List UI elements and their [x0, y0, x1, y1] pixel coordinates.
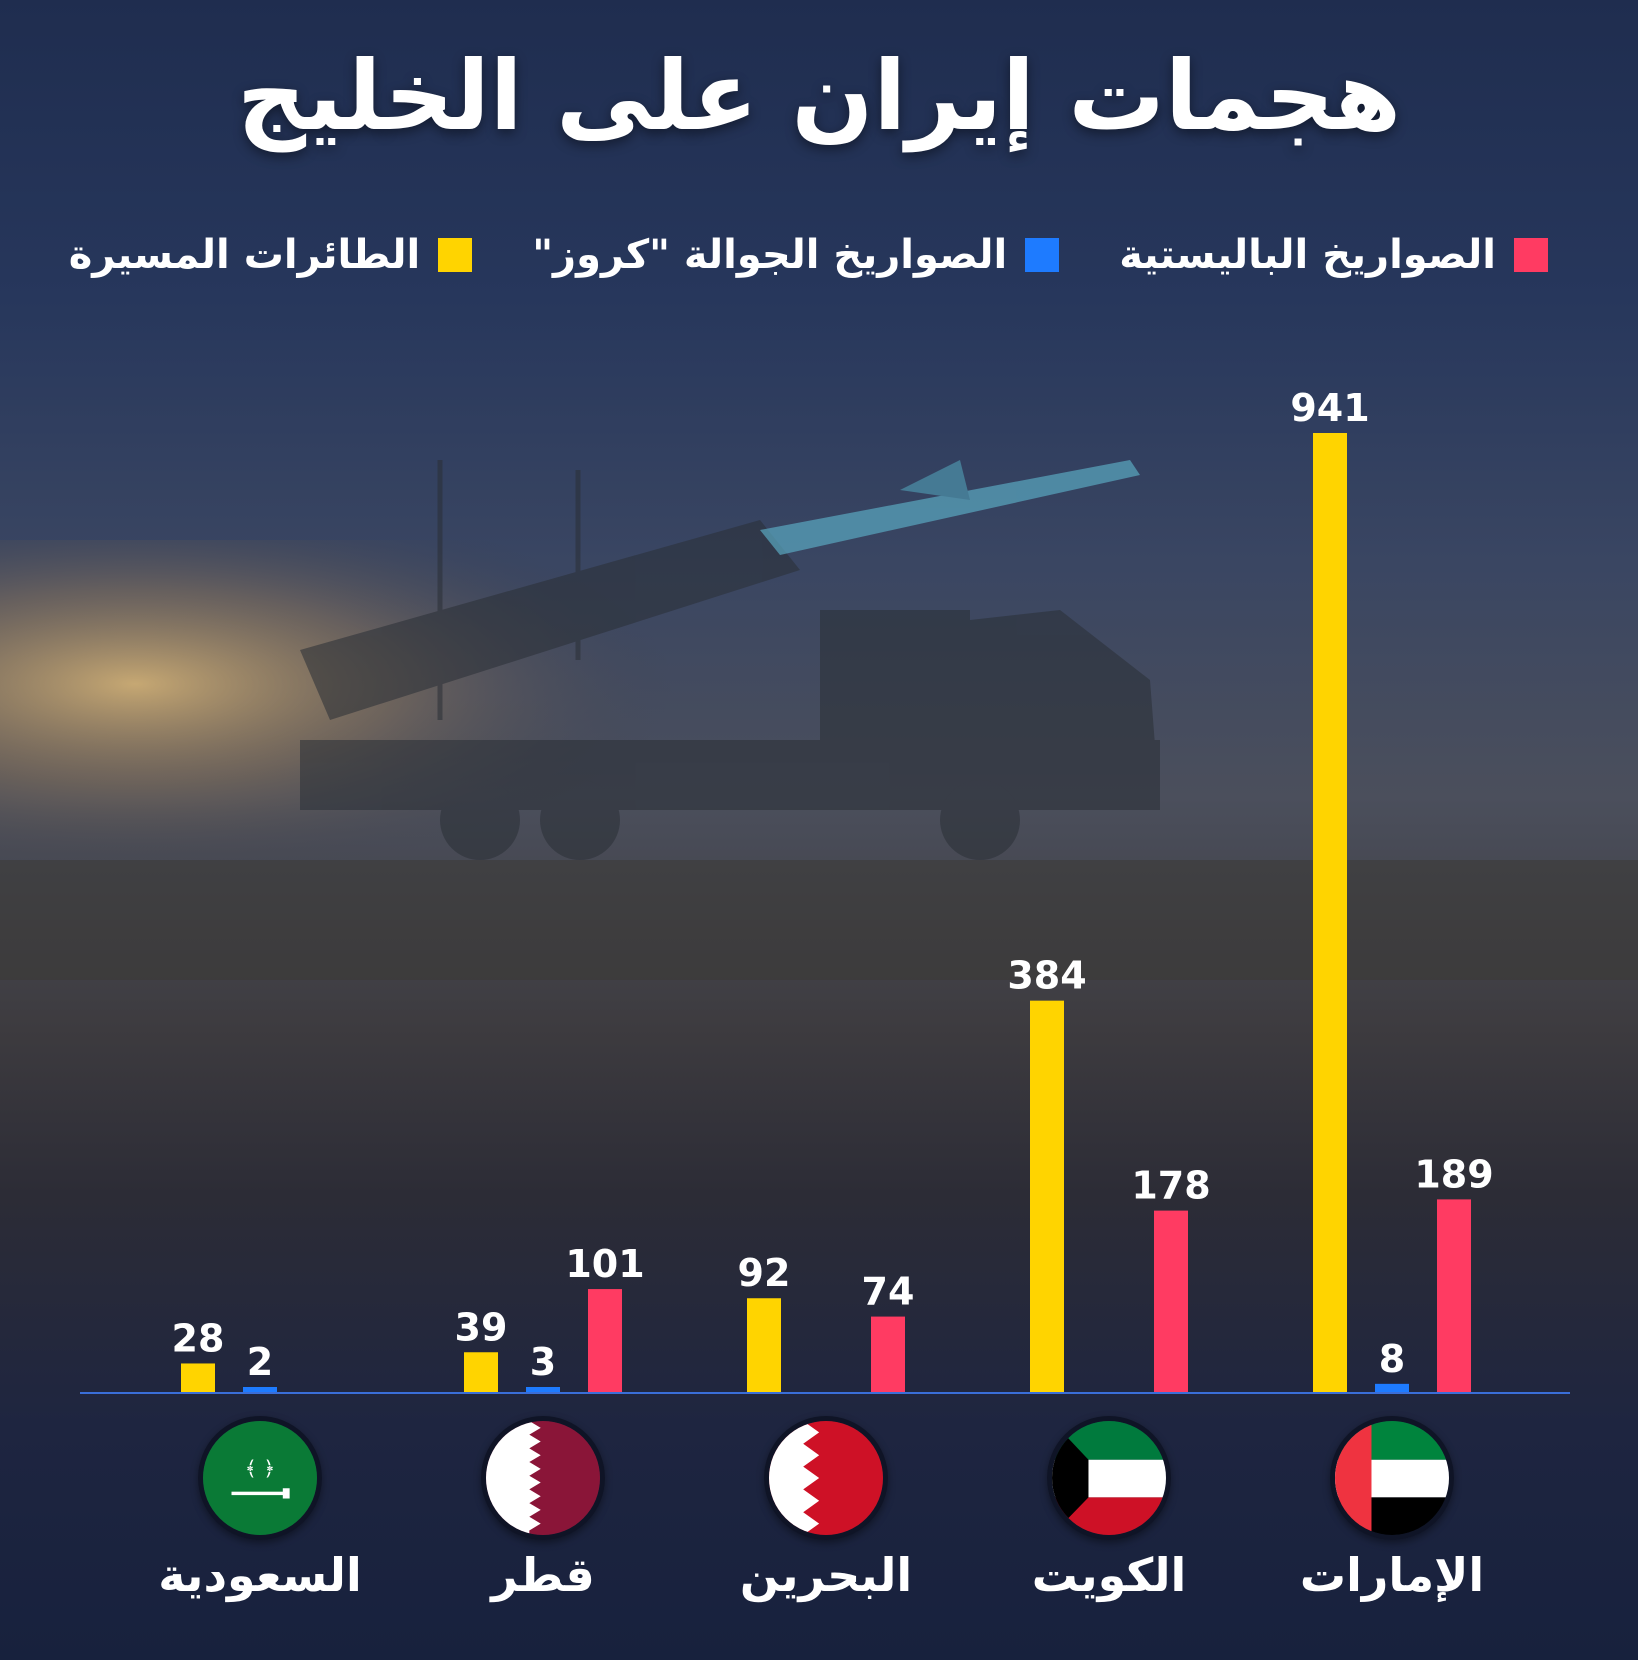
data-label-drones-3: 384	[1007, 954, 1086, 998]
legend-swatch-cruise	[1025, 238, 1060, 272]
data-label-cruise-0: 2	[247, 1340, 273, 1384]
legend-item-cruise: الصواريخ الجوالة "كروز"	[532, 232, 1060, 278]
data-label-ballistic-4: 189	[1414, 1152, 1493, 1196]
country-label-uae: الإمارات	[1299, 1548, 1485, 1602]
legend-label-cruise: الصواريخ الجوالة "كروز"	[532, 232, 1008, 278]
bar-ballistic-4	[1437, 1199, 1471, 1392]
bar-cruise-0	[243, 1387, 277, 1392]
legend-label-drones: الطائرات المسيرة	[68, 232, 421, 278]
legend-swatch-drones	[438, 238, 473, 272]
country-label-bahrain: البحرين	[739, 1548, 913, 1602]
legend-swatch-ballistic	[1514, 238, 1548, 272]
bar-drones-3	[1030, 1000, 1064, 1392]
bar-cruise-1	[526, 1387, 560, 1392]
bar-ballistic-2	[871, 1316, 905, 1392]
bar-drones-4	[1313, 433, 1347, 1392]
bar-drones-2	[747, 1298, 781, 1392]
saudi-flag-icon: ﴾ ﴿	[198, 1416, 322, 1540]
country-label-saudi: السعودية	[158, 1548, 362, 1602]
legend-label-ballistic: الصواريخ الباليستية	[1119, 232, 1496, 278]
legend-item-ballistic: الصواريخ الباليستية	[1119, 232, 1548, 278]
uae-flag-icon	[1330, 1416, 1454, 1540]
data-label-drones-1: 39	[455, 1305, 508, 1349]
data-label-ballistic-1: 101	[565, 1242, 644, 1286]
bar-drones-0	[181, 1363, 215, 1392]
data-label-cruise-1: 3	[530, 1340, 556, 1384]
country-label-kuwait: الكويت	[1031, 1548, 1187, 1602]
chart-title: هجمات إيران على الخليج	[237, 40, 1401, 152]
bar-ballistic-3	[1154, 1210, 1188, 1392]
bar-cruise-4	[1375, 1383, 1409, 1392]
bahrain-flag-icon	[764, 1416, 888, 1540]
data-label-cruise-4: 8	[1379, 1337, 1405, 1381]
data-label-drones-4: 941	[1290, 386, 1369, 430]
country-label-qatar: قطر	[491, 1548, 595, 1602]
missile-launcher-background	[0, 460, 1638, 980]
data-label-ballistic-2: 74	[862, 1270, 915, 1314]
data-label-ballistic-3: 178	[1131, 1164, 1210, 1208]
kuwait-flag-icon	[1047, 1416, 1171, 1540]
legend: الصواريخ الباليستية الصواريخ الجوالة "كر…	[69, 232, 1548, 278]
legend-item-drones: الطائرات المسيرة	[69, 232, 473, 278]
data-label-drones-0: 28	[172, 1316, 225, 1360]
qatar-flag-icon	[481, 1416, 605, 1540]
bar-ballistic-1	[588, 1289, 622, 1392]
data-label-drones-2: 92	[738, 1251, 791, 1295]
bar-drones-1	[464, 1352, 498, 1392]
svg-text:﴾ ﴿: ﴾ ﴿	[245, 1457, 276, 1481]
